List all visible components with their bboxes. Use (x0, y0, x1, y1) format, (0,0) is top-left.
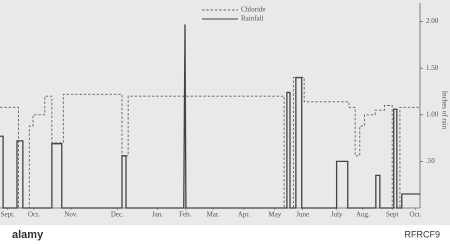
x-tick-label: Feb. (179, 211, 192, 219)
x-tick-label: May (268, 211, 281, 219)
y-axis-label: Inches of rain (440, 91, 448, 130)
x-tick-label: Dec. (111, 211, 124, 219)
y-tick-label: 1.50 (426, 64, 439, 72)
x-tick-label: Aug. (356, 211, 370, 219)
watermark-id: RFRCF9 (405, 229, 441, 239)
x-tick-label: July (331, 211, 343, 219)
x-tick-label: Sept. (1, 211, 15, 219)
y-tick-label: .50 (426, 157, 435, 165)
data-line (0, 77, 420, 209)
x-tick-label: Oct. (409, 211, 421, 219)
x-tick-label: Mar. (207, 211, 220, 219)
x-tick-label: Nov. (64, 211, 78, 219)
y-tick-label: 1.00 (426, 110, 439, 118)
x-tick-label: Sept (386, 211, 399, 219)
legend-label: Rainfall (241, 15, 264, 23)
watermark-bar (0, 225, 450, 244)
data-line (0, 24, 420, 209)
x-tick-label: Oct. (28, 211, 40, 219)
y-tick-label: 2.00 (426, 17, 439, 25)
legend-label: Chloride (241, 6, 266, 14)
x-tick-label: June (296, 211, 309, 219)
x-tick-label: Apr. (238, 211, 251, 219)
x-tick-label: Jan. (152, 211, 163, 219)
watermark-logo: alamy (12, 229, 44, 241)
